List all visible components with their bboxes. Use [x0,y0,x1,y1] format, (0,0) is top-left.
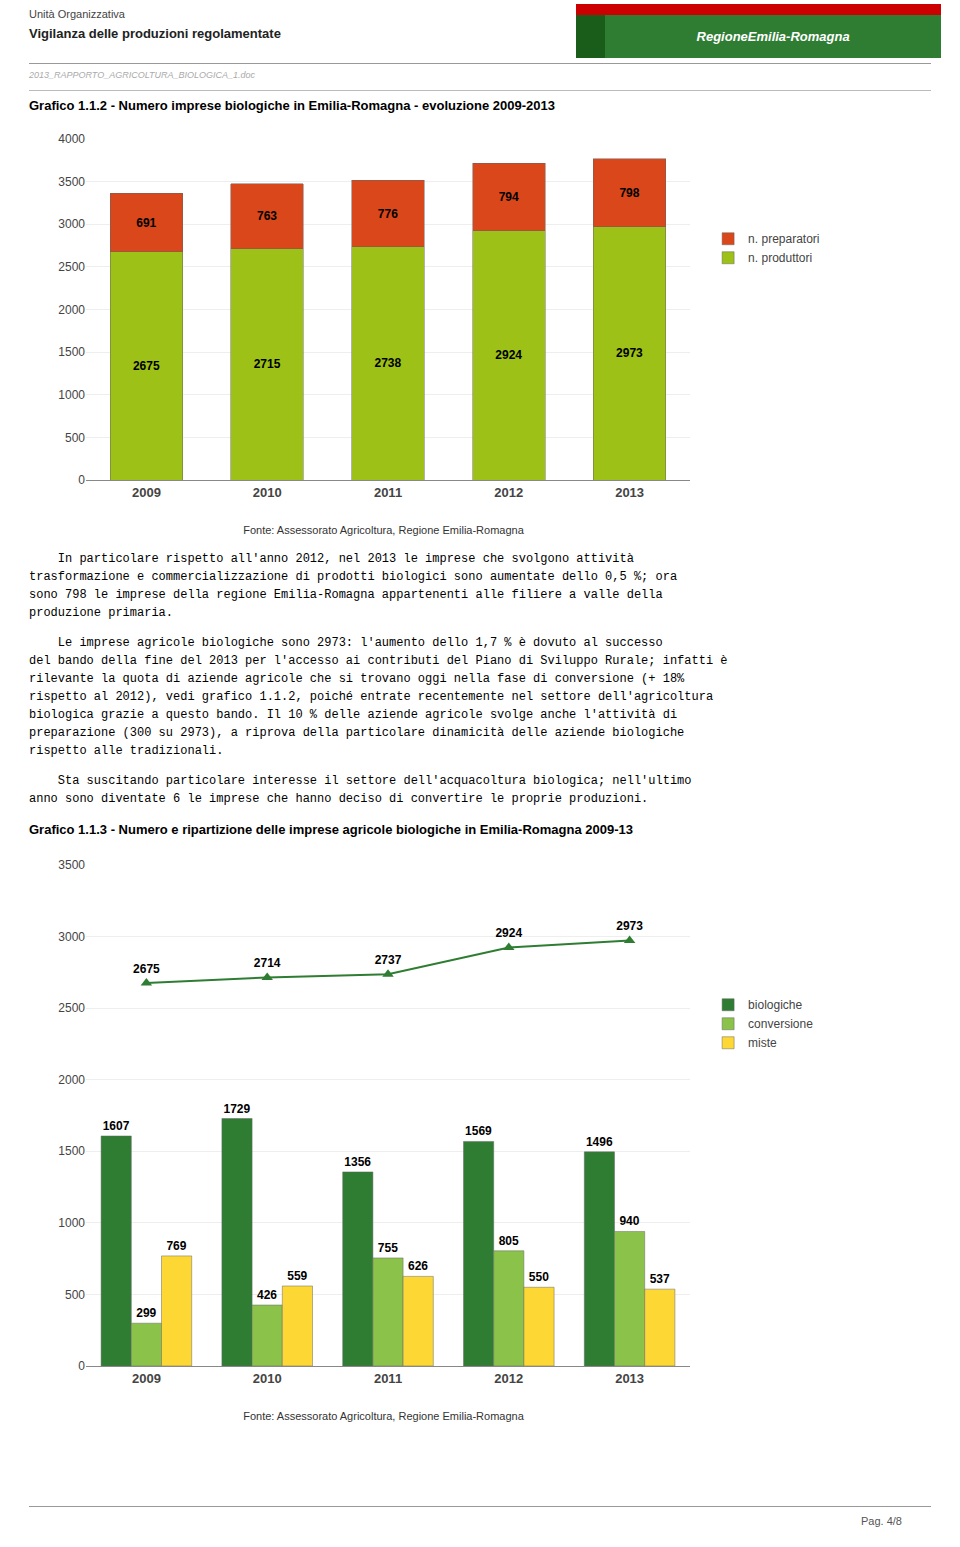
svg-text:2000: 2000 [58,1073,85,1087]
svg-text:2738: 2738 [374,356,401,370]
svg-text:2675: 2675 [133,962,160,976]
svg-text:769: 769 [166,1239,186,1253]
svg-text:3000: 3000 [58,930,85,944]
svg-text:2009: 2009 [132,1371,161,1386]
svg-text:794: 794 [499,190,519,204]
svg-text:2737: 2737 [375,953,402,967]
svg-text:691: 691 [136,216,156,230]
svg-text:2012: 2012 [494,485,523,500]
html-text:Grafico 1.1.3 - Numero e ripar: Grafico 1.1.3 - Numero e ripartizione de… [29,822,633,837]
svg-text:conversione: conversione [748,1017,813,1031]
svg-text:3500: 3500 [58,175,85,189]
html-text:Fonte: Assessorato Agricoltura: Fonte: Assessorato Agricoltura, Regione … [243,1410,524,1422]
svg-text:2010: 2010 [253,485,282,500]
svg-text:2011: 2011 [374,1371,402,1386]
svg-text:2000: 2000 [58,303,85,317]
svg-text:755: 755 [378,1241,398,1255]
html-text:Unità Organizzativa: Unità Organizzativa [29,8,125,20]
svg-text:n. preparatori: n. preparatori [748,232,819,246]
svg-text:1569: 1569 [465,1124,492,1138]
svg-text:2675: 2675 [133,359,160,373]
svg-text:559: 559 [287,1269,307,1283]
svg-text:2500: 2500 [58,260,85,274]
svg-text:1000: 1000 [58,1216,85,1230]
svg-text:626: 626 [408,1259,428,1273]
svg-text:500: 500 [65,431,85,445]
svg-text:940: 940 [619,1214,639,1228]
svg-text:2011: 2011 [374,485,402,500]
svg-text:1607: 1607 [103,1119,130,1133]
svg-text:2500: 2500 [58,1001,85,1015]
svg-text:537: 537 [650,1272,670,1286]
svg-text:1500: 1500 [58,345,85,359]
svg-text:n. produttori: n. produttori [748,251,812,265]
svg-text:798: 798 [619,186,639,200]
svg-text:2009: 2009 [132,485,161,500]
svg-text:2715: 2715 [254,357,281,371]
svg-text:1496: 1496 [586,1135,613,1149]
svg-text:1000: 1000 [58,388,85,402]
svg-text:0: 0 [78,1359,85,1373]
svg-text:3500: 3500 [58,858,85,872]
svg-text:biologiche: biologiche [748,998,802,1012]
svg-text:763: 763 [257,209,277,223]
svg-text:2012: 2012 [494,1371,523,1386]
html-text:Grafico 1.1.2 - Numero imprese: Grafico 1.1.2 - Numero imprese biologich… [29,98,555,113]
svg-text:1500: 1500 [58,1144,85,1158]
html-text:2013_RAPPORTO_AGRICOLTURA_BIOL: 2013_RAPPORTO_AGRICOLTURA_BIOLOGICA_1.do… [29,70,256,80]
svg-text:2714: 2714 [254,956,281,970]
html-text:Fonte: Assessorato Agricoltura: Fonte: Assessorato Agricoltura, Regione … [243,524,524,536]
svg-text:miste: miste [748,1036,777,1050]
svg-text:426: 426 [257,1288,277,1302]
svg-text:0: 0 [78,473,85,487]
html-text:Pag. 4/8: Pag. 4/8 [861,1515,902,1527]
html-text:Sta suscitando particolare int: Sta suscitando particolare interesse il … [29,774,692,806]
svg-text:776: 776 [378,207,398,221]
svg-text:2013: 2013 [615,485,644,500]
html-text:Vigilanza delle produzioni reg: Vigilanza delle produzioni regolamentate [29,26,281,41]
svg-text:299: 299 [136,1306,156,1320]
svg-text:2013: 2013 [615,1371,644,1386]
html-text:RegioneEmilia-Romagna: RegioneEmilia-Romagna [696,29,850,44]
svg-text:2924: 2924 [495,348,522,362]
svg-text:4000: 4000 [58,132,85,146]
svg-text:2010: 2010 [253,1371,282,1386]
svg-text:2973: 2973 [616,346,643,360]
svg-text:1729: 1729 [223,1102,250,1116]
svg-text:500: 500 [65,1288,85,1302]
svg-text:3000: 3000 [58,217,85,231]
svg-text:2973: 2973 [616,919,643,933]
svg-text:1356: 1356 [344,1155,371,1169]
html-text:In particolare rispetto all'an: In particolare rispetto all'anno 2012, n… [29,552,678,620]
svg-text:805: 805 [499,1234,519,1248]
svg-text:550: 550 [529,1270,549,1284]
svg-text:2924: 2924 [495,926,522,940]
html-text:Le imprese agricole biologiche: Le imprese agricole biologiche sono 2973… [29,636,728,758]
